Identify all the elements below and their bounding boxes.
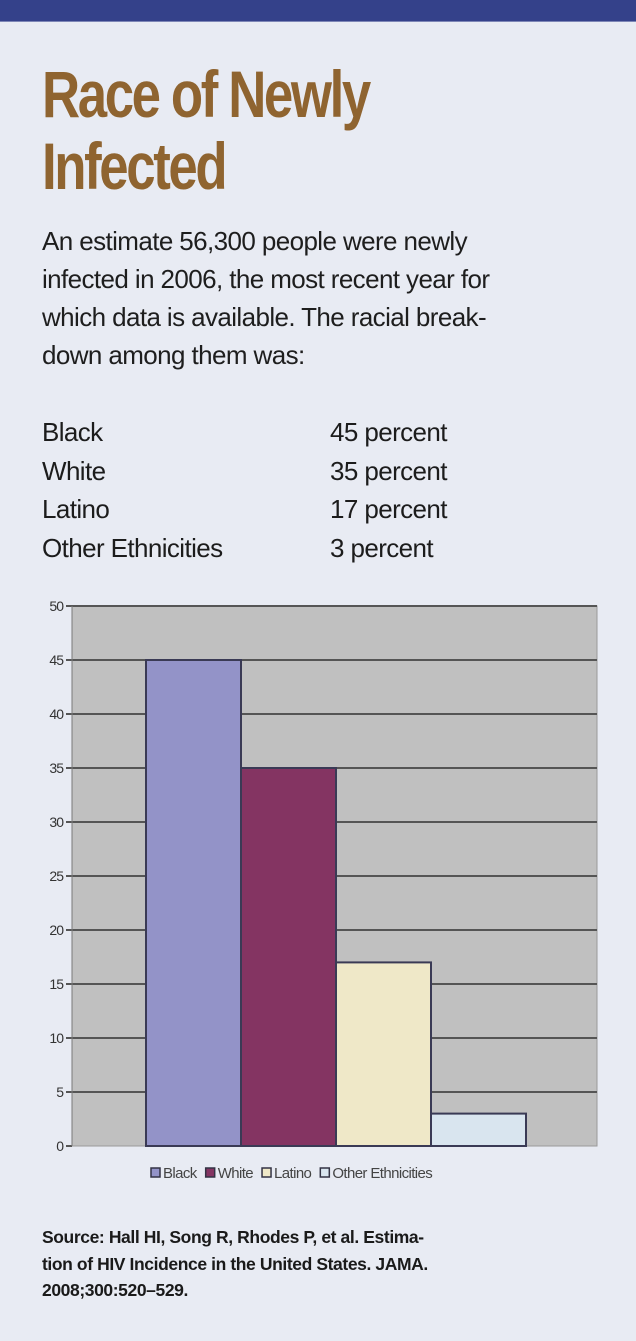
legend-label: Black <box>163 1165 198 1182</box>
y-tick-label: 40 <box>49 706 64 722</box>
legend-label: Other Ethnicities <box>332 1165 432 1182</box>
legend-swatch <box>204 1167 216 1178</box>
y-tick-label: 15 <box>49 976 64 992</box>
bars <box>145 659 527 1147</box>
breakdown-value: 3 percent <box>330 532 434 563</box>
y-tick-label: 5 <box>56 1084 64 1100</box>
legend-swatch <box>261 1167 272 1178</box>
header-bar <box>0 0 636 22</box>
source-citation: Source: Hall HI, Song R, Rhodes P, et al… <box>42 1224 602 1304</box>
intro-line: infected in 2006, the most recent year f… <box>42 264 490 294</box>
breakdown-value: 45 percent <box>330 417 447 447</box>
intro-line: down among them was: <box>42 340 305 370</box>
source-line: tion of HIV Incidence in the United Stat… <box>42 1253 428 1274</box>
y-tick-label: 35 <box>49 760 64 776</box>
chart-legend: Black White Latino Other Ethnicities <box>150 1165 433 1182</box>
breakdown-row-latino: Latino 17 percent <box>42 490 602 529</box>
breakdown-row-other: Other Ethnicities 3 percent <box>42 529 602 568</box>
breakdown-label: White <box>42 455 106 486</box>
breakdown-value: 35 percent <box>330 455 447 486</box>
source-line: 2008;300:520–529. <box>42 1280 188 1300</box>
intro-paragraph: An estimate 56,300 people were newly inf… <box>42 222 622 374</box>
bar-other-ethnicities <box>430 1112 527 1147</box>
legend-swatch <box>150 1167 161 1178</box>
breakdown-label: Other Ethnicities <box>42 532 223 563</box>
bar-black <box>145 659 242 1147</box>
y-tick-label: 20 <box>49 922 64 938</box>
y-tick-label: 25 <box>49 868 64 884</box>
y-tick-label: 0 <box>56 1138 64 1154</box>
breakdown-table: Black 45 percent White 35 percent Latino… <box>42 413 602 567</box>
bar-chart-svg: 0 5 10 15 20 25 30 35 40 45 50 Black White Latino Oth… <box>49 598 598 1182</box>
y-tick-label: 30 <box>49 814 64 830</box>
y-tick-label: 10 <box>49 1030 64 1046</box>
legend-swatch <box>319 1167 331 1178</box>
title-line-1: Race of Newly <box>42 57 371 131</box>
bar-latino <box>335 961 432 1147</box>
legend-label: White <box>218 1165 254 1182</box>
breakdown-row-black: Black 45 percent <box>42 413 602 452</box>
y-tick-label: 50 <box>49 598 64 614</box>
intro-line: An estimate 56,300 people were newly <box>42 226 468 256</box>
legend-label: Latino <box>274 1165 312 1182</box>
y-tick-label: 45 <box>49 652 64 668</box>
bar-chart: 0 5 10 15 20 25 30 35 40 45 50 Black White Latino Oth… <box>0 590 636 1200</box>
breakdown-label: Black <box>42 417 103 447</box>
title-line-2: Infected <box>42 129 228 203</box>
page-title: Race of Newly Infected <box>42 58 490 202</box>
y-axis: 0 5 10 15 20 25 30 35 40 45 50 <box>49 598 73 1154</box>
breakdown-label: Latino <box>42 494 110 524</box>
source-line: Source: Hall HI, Song R, Rhodes P, et al… <box>42 1227 424 1247</box>
breakdown-value: 17 percent <box>330 494 447 524</box>
bar-white <box>240 767 337 1147</box>
intro-line: which data is available. The racial brea… <box>42 302 487 332</box>
breakdown-row-white: White 35 percent <box>42 452 602 491</box>
